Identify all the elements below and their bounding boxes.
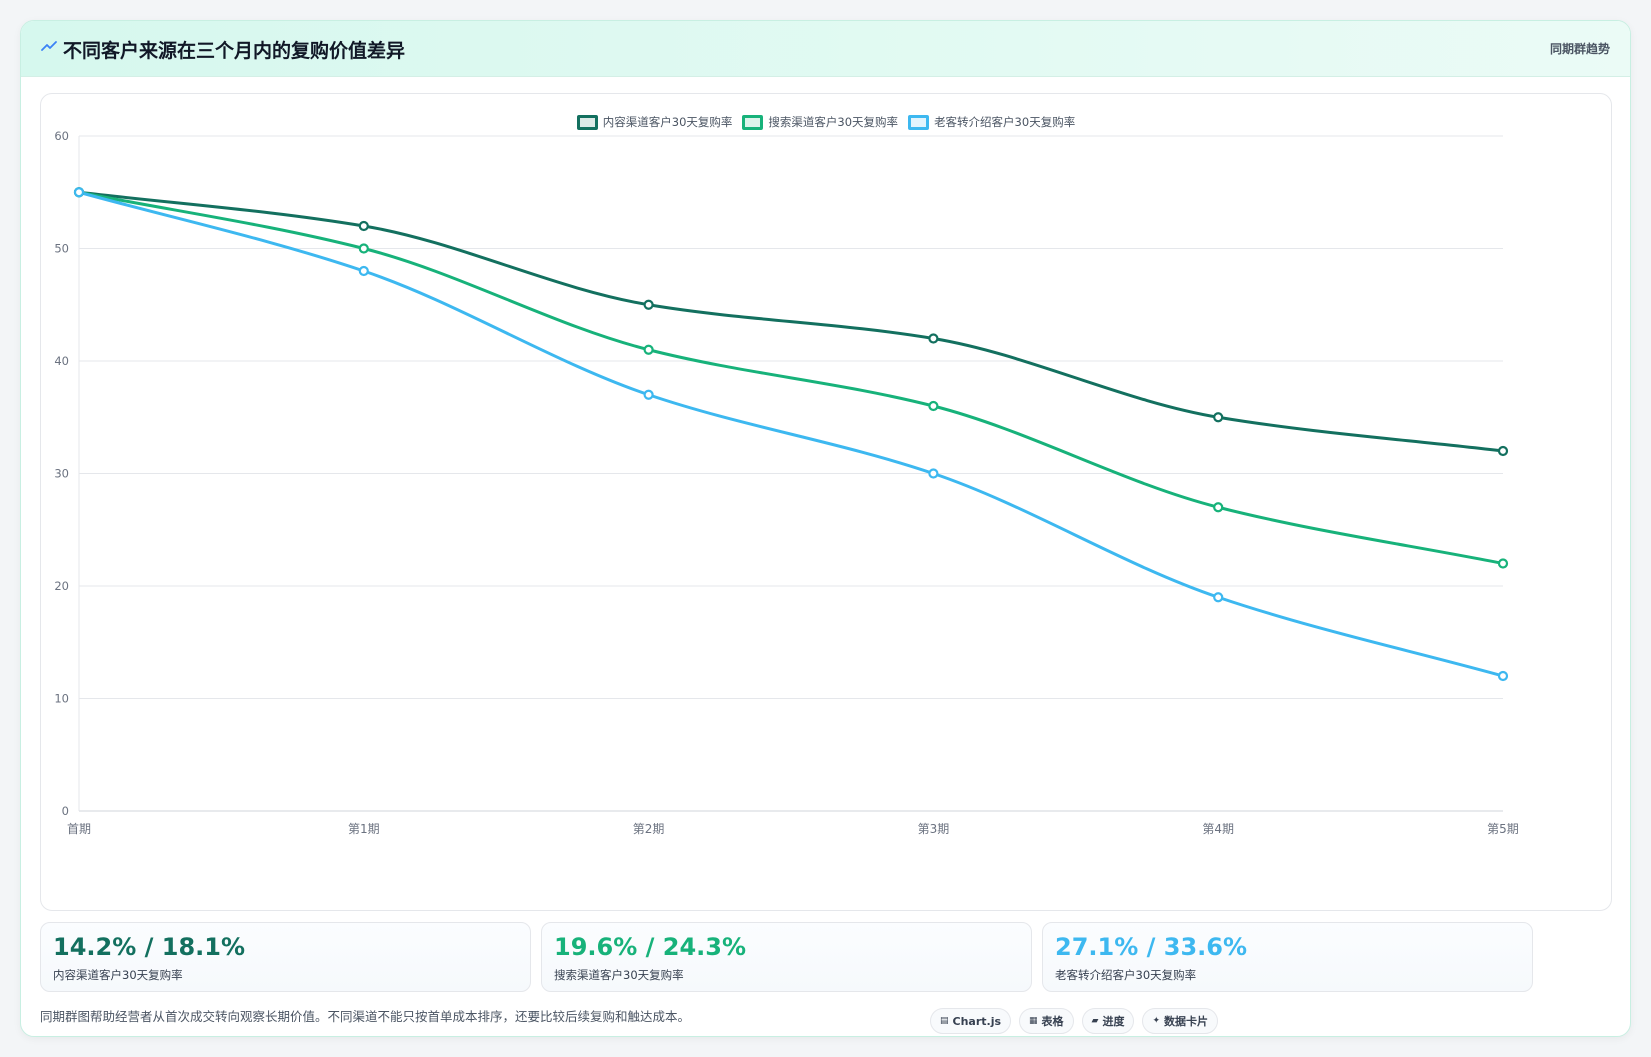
chip-data-card[interactable]: ✦ 数据卡片 <box>1142 1008 1219 1034</box>
legend-label: 搜索渠道客户30天复购率 <box>768 115 899 129</box>
data-point-2 <box>643 389 654 400</box>
y-tick-label: 10 <box>54 692 69 706</box>
chart-legend: 内容渠道客户30天复购率 搜索渠道客户30天复购率 老客转介绍客户30天复购率 <box>41 112 1611 132</box>
data-point-1 <box>928 400 939 412</box>
data-point-2 <box>358 265 369 277</box>
metric-label: 老客转介绍客户30天复购率 <box>1055 968 1197 982</box>
x-tick-label: 首期 <box>67 822 91 836</box>
data-point-0 <box>1497 445 1509 457</box>
metric-cards: 14.2% / 18.1% 内容渠道客户30天复购率 19.6% / 24.3%… <box>40 922 1610 992</box>
legend-swatch-search <box>742 114 764 130</box>
metric-label: 搜索渠道客户30天复购率 <box>554 968 684 982</box>
progress-icon: ▰ <box>1091 1016 1099 1026</box>
metric-card-search: 19.6% / 24.3% 搜索渠道客户30天复购率 <box>541 922 1032 992</box>
line-chart: 0 10 20 30 40 50 60 首期 第1期 第2期 第3期 第4期 第5期 <box>54 129 1519 836</box>
legend-item-content[interactable]: 内容渠道客户30天复购率 <box>576 112 733 132</box>
x-tick-label: 第2期 <box>633 822 665 836</box>
data-point-0 <box>358 220 369 232</box>
metric-card-content: 14.2% / 18.1% 内容渠道客户30天复购率 <box>40 922 531 992</box>
legend-item-referral[interactable]: 老客转介绍客户30天复购率 <box>908 112 1075 132</box>
chip-table[interactable]: ▦ 表格 <box>1019 1008 1074 1034</box>
metric-label: 内容渠道客户30天复购率 <box>53 968 183 982</box>
metric-card-referral: 27.1% / 33.6% 老客转介绍客户30天复购率 <box>1042 922 1533 992</box>
x-tick-label: 第3期 <box>918 822 950 836</box>
series-line-2 <box>78 190 1504 678</box>
y-tick-label: 50 <box>54 242 69 256</box>
chart-container: 内容渠道客户30天复购率 搜索渠道客户30天复购率 老客转介绍客户30天复购率 … <box>40 93 1612 911</box>
metric-value: 27.1% / 33.6% <box>1055 933 1247 961</box>
data-point-1 <box>1497 558 1509 569</box>
series-line-1 <box>78 190 1504 565</box>
legend-label: 内容渠道客户30天复购率 <box>602 115 733 129</box>
chart-panel: 不同客户来源在三个月内的复购价值差异 同期群趋势 内容渠道客户30天复购率 搜索… <box>20 20 1631 1037</box>
data-point-2 <box>1497 670 1509 682</box>
chip-progress[interactable]: ▰ 进度 <box>1081 1008 1135 1034</box>
y-tick-label: 60 <box>54 129 69 143</box>
trend-icon <box>41 41 57 51</box>
y-tick-label: 0 <box>62 804 69 818</box>
chip-chartjs[interactable]: ▤ Chart.js <box>930 1008 1012 1034</box>
chip-label: Chart.js <box>952 1014 1002 1028</box>
metric-value: 19.6% / 24.3% <box>554 933 746 961</box>
data-point-0 <box>643 299 654 310</box>
y-tick-label: 30 <box>54 467 69 481</box>
chart-icon: ▤ <box>940 1016 949 1026</box>
data-point-1 <box>643 344 654 355</box>
chip-label: 表格 <box>1041 1015 1064 1028</box>
x-tick-label: 第5期 <box>1487 822 1519 836</box>
data-point-0 <box>928 333 939 344</box>
panel-header: 不同客户来源在三个月内的复购价值差异 同期群趋势 <box>21 21 1630 77</box>
data-point-2 <box>1213 592 1224 603</box>
chip-label: 进度 <box>1102 1015 1125 1028</box>
legend-swatch-referral <box>908 114 930 130</box>
y-tick-label: 40 <box>54 354 69 368</box>
legend-swatch-content <box>576 114 598 130</box>
data-point-1 <box>1213 502 1224 513</box>
y-tick-label: 20 <box>54 579 69 593</box>
sparkle-icon: ✦ <box>1152 1016 1161 1026</box>
header-tag: 同期群趋势 <box>1549 42 1610 56</box>
x-tick-label: 第4期 <box>1202 822 1234 836</box>
table-icon: ▦ <box>1029 1016 1038 1026</box>
x-tick-label: 第1期 <box>348 822 380 836</box>
metric-value: 14.2% / 18.1% <box>53 933 245 961</box>
data-point-0 <box>1213 412 1224 423</box>
data-point-2 <box>928 468 939 479</box>
view-chips: ▤ Chart.js ▦ 表格 ▰ 进度 ✦ 数据卡片 <box>930 1008 1219 1034</box>
series-line-0 <box>78 190 1504 453</box>
chip-label: 数据卡片 <box>1164 1015 1209 1028</box>
legend-item-search[interactable]: 搜索渠道客户30天复购率 <box>742 112 898 132</box>
chart-title: 不同客户来源在三个月内的复购价值差异 <box>63 40 406 62</box>
data-point-2 <box>73 187 85 198</box>
legend-label: 老客转介绍客户30天复购率 <box>934 115 1076 129</box>
data-point-1 <box>358 243 369 254</box>
footer-note: 同期群图帮助经营者从首次成交转向观察长期价值。不同渠道不能只按首单成本排序，还要… <box>40 1009 691 1024</box>
